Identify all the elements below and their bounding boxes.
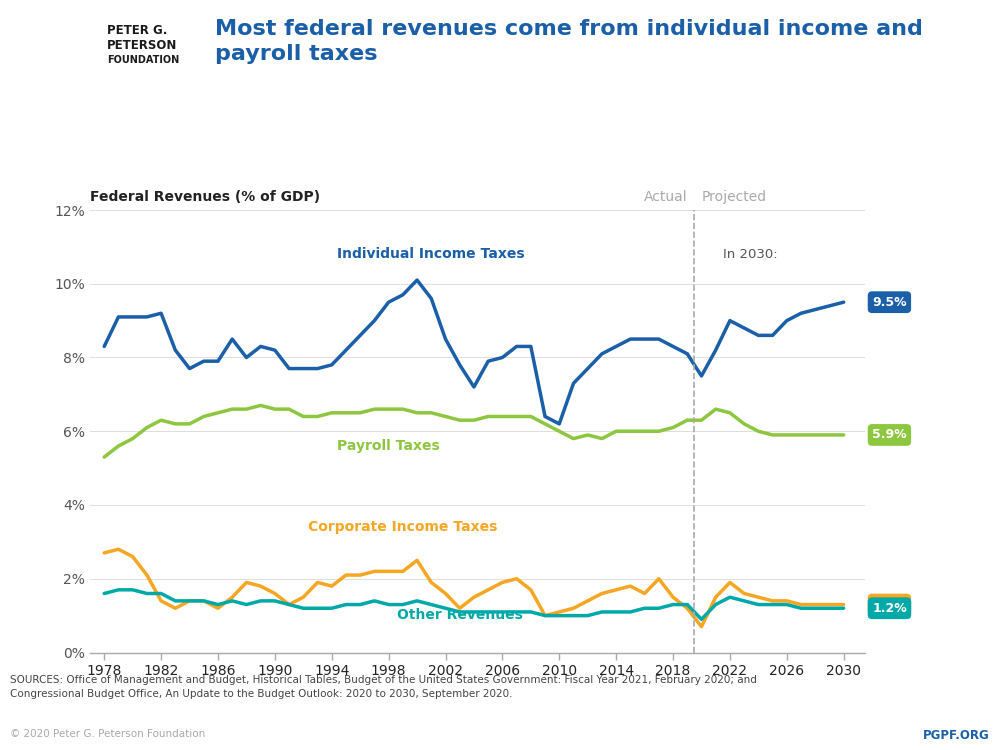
Text: FOUNDATION: FOUNDATION xyxy=(107,55,179,65)
Text: 〓: 〓 xyxy=(46,27,59,47)
Text: Projected: Projected xyxy=(701,190,767,205)
Text: © 2020 Peter G. Peterson Foundation: © 2020 Peter G. Peterson Foundation xyxy=(10,729,205,739)
Text: Federal Revenues (% of GDP): Federal Revenues (% of GDP) xyxy=(90,190,320,204)
Text: Other Revenues: Other Revenues xyxy=(397,608,523,622)
Text: PETER G.: PETER G. xyxy=(107,25,167,38)
Text: PETERSON: PETERSON xyxy=(107,39,177,52)
Text: Most federal revenues come from individual income and
payroll taxes: Most federal revenues come from individu… xyxy=(215,19,923,64)
Text: Corporate Income Taxes: Corporate Income Taxes xyxy=(308,520,498,534)
Text: Individual Income Taxes: Individual Income Taxes xyxy=(337,247,525,261)
Text: 1.3%: 1.3% xyxy=(872,598,907,611)
Text: 9.5%: 9.5% xyxy=(872,296,907,309)
Text: Actual: Actual xyxy=(644,190,687,205)
Text: PGPF.ORG: PGPF.ORG xyxy=(923,729,990,742)
Text: 5.9%: 5.9% xyxy=(872,428,907,442)
Text: In 2030:: In 2030: xyxy=(723,248,777,261)
Text: 🔥: 🔥 xyxy=(48,64,57,79)
Text: Payroll Taxes: Payroll Taxes xyxy=(337,439,440,453)
Text: 1.2%: 1.2% xyxy=(872,602,907,615)
Text: SOURCES: Office of Management and Budget, Historical Tables, Budget of the Unite: SOURCES: Office of Management and Budget… xyxy=(10,675,757,698)
